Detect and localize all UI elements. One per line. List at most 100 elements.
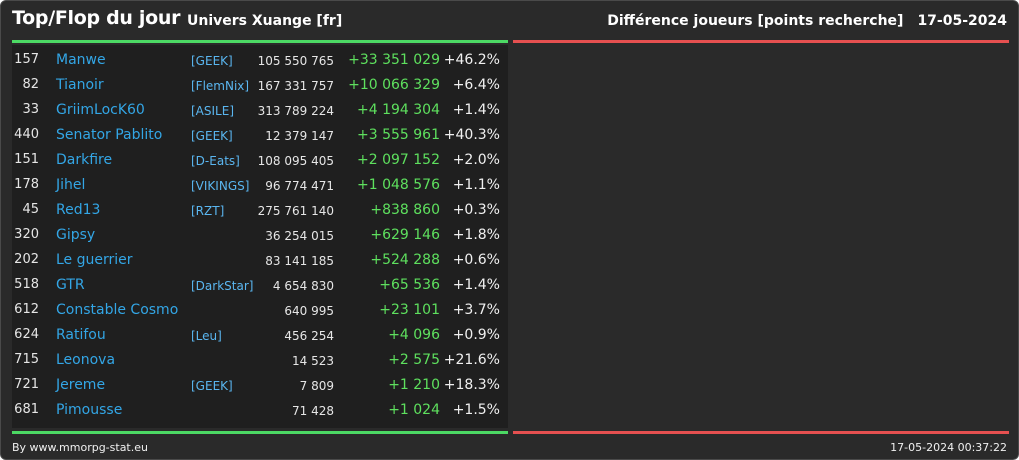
page-title: Top/Flop du jour — [12, 7, 181, 29]
points-diff: +1 048 576 — [357, 177, 440, 193]
rank: 612 — [14, 302, 39, 317]
points: 105 550 765 — [257, 54, 334, 68]
table-row: 151 Darkfire [D-Eats] 108 095 405 +2 097… — [12, 148, 508, 173]
points: 167 331 757 — [257, 79, 334, 93]
points-diff: +629 146 — [370, 227, 440, 243]
flop-players-panel — [513, 45, 1009, 428]
player-name: Gipsy — [56, 227, 96, 243]
player-name: Tianoir — [56, 77, 104, 93]
universe-label: Univers Xuange [fr] — [187, 13, 343, 29]
alliance-tag: [GEEK] — [191, 54, 233, 68]
player-name: Jihel — [56, 177, 86, 193]
alliance-tag: [D-Eats] — [191, 154, 240, 168]
player-name: Manwe — [56, 52, 106, 68]
rank: 202 — [14, 252, 39, 267]
percent-change: +6.4% — [452, 77, 500, 93]
percent-change: +3.7% — [452, 302, 500, 318]
points-diff: +33 351 029 — [348, 52, 440, 68]
player-name: Darkfire — [56, 152, 113, 168]
percent-change: +0.3% — [452, 202, 500, 218]
top-divider-green — [12, 40, 508, 43]
alliance-tag: [GEEK] — [191, 379, 233, 393]
points-diff: +1 024 — [388, 402, 440, 418]
table-row: 518 GTR [DarkStar] 4 654 830 +65 536 +1.… — [12, 273, 508, 298]
points-diff: +524 288 — [370, 252, 440, 268]
top-divider-red — [513, 40, 1009, 43]
points: 313 789 224 — [257, 104, 334, 118]
generated-timestamp: 17-05-2024 00:37:22 — [890, 441, 1007, 454]
points: 71 428 — [292, 404, 334, 418]
points-diff: +65 536 — [379, 277, 440, 293]
points: 14 523 — [292, 354, 334, 368]
points-diff: +4 194 304 — [357, 102, 440, 118]
player-name: GriimLocK60 — [56, 102, 145, 118]
rank: 320 — [14, 227, 39, 242]
rank: 721 — [14, 377, 39, 392]
bottom-divider-green — [12, 431, 508, 434]
alliance-tag: [GEEK] — [191, 129, 233, 143]
points-diff: +10 066 329 — [348, 77, 440, 93]
percent-change: +1.1% — [452, 177, 500, 193]
rank: 681 — [14, 402, 39, 417]
table-row: 320 Gipsy 36 254 015 +629 146 +1.8% — [12, 223, 508, 248]
rank: 440 — [14, 127, 39, 142]
player-name: Ratifou — [56, 327, 106, 343]
percent-change: +46.2% — [443, 52, 500, 68]
player-name: Red13 — [56, 202, 101, 218]
percent-change: +0.6% — [452, 252, 500, 268]
alliance-tag: [ASILE] — [191, 104, 234, 118]
percent-change: +40.3% — [443, 127, 500, 143]
rank: 151 — [14, 152, 39, 167]
alliance-tag: [Leu] — [191, 329, 222, 343]
player-name: Le guerrier — [56, 252, 133, 268]
rank: 624 — [14, 327, 39, 342]
credit-text: By www.mmorpg-stat.eu — [12, 441, 148, 454]
player-name: Constable Cosmo — [56, 302, 179, 318]
percent-change: +1.5% — [452, 402, 500, 418]
table-row: 715 Leonova 14 523 +2 575 +21.6% — [12, 348, 508, 373]
percent-change: +1.8% — [452, 227, 500, 243]
points-diff: +2 097 152 — [357, 152, 440, 168]
points: 640 995 — [284, 304, 334, 318]
player-name: Jereme — [56, 377, 106, 393]
bottom-divider-red — [513, 431, 1009, 434]
points-diff: +23 101 — [379, 302, 440, 318]
table-row: 612 Constable Cosmo 640 995 +23 101 +3.7… — [12, 298, 508, 323]
points-diff: +2 575 — [388, 352, 440, 368]
player-name: Senator Pablito — [56, 127, 163, 143]
points-diff: +4 096 — [388, 327, 440, 343]
points: 4 654 830 — [272, 279, 334, 293]
rank: 33 — [22, 102, 39, 117]
table-row: 82 Tianoir [FlemNix] 167 331 757 +10 066… — [12, 73, 508, 98]
percent-change: +1.4% — [452, 102, 500, 118]
player-name: GTR — [56, 277, 85, 293]
table-row: 721 Jereme [GEEK] 7 809 +1 210 +18.3% — [12, 373, 508, 398]
points-diff: +3 555 961 — [357, 127, 440, 143]
points-diff: +838 860 — [370, 202, 440, 218]
table-row: 202 Le guerrier 83 141 185 +524 288 +0.6… — [12, 248, 508, 273]
percent-change: +2.0% — [452, 152, 500, 168]
percent-change: +18.3% — [443, 377, 500, 393]
points: 12 379 147 — [265, 129, 334, 143]
rank: 715 — [14, 352, 39, 367]
table-row: 45 Red13 [RZT] 275 761 140 +838 860 +0.3… — [12, 198, 508, 223]
points: 36 254 015 — [265, 229, 334, 243]
percent-change: +21.6% — [443, 352, 500, 368]
alliance-tag: [RZT] — [191, 204, 225, 218]
rank: 157 — [14, 52, 39, 67]
points: 96 774 471 — [265, 179, 334, 193]
player-name: Pimousse — [56, 402, 123, 418]
header-date: 17-05-2024 — [917, 13, 1007, 29]
points: 456 254 — [284, 329, 334, 343]
points: 83 141 185 — [265, 254, 334, 268]
points-diff: +1 210 — [388, 377, 440, 393]
table-row: 440 Senator Pablito [GEEK] 12 379 147 +3… — [12, 123, 508, 148]
rank: 45 — [22, 202, 39, 217]
table-row: 33 GriimLocK60 [ASILE] 313 789 224 +4 19… — [12, 98, 508, 123]
top-players-panel: 157 Manwe [GEEK] 105 550 765 +33 351 029… — [12, 45, 508, 428]
points: 275 761 140 — [257, 204, 334, 218]
table-row: 681 Pimousse 71 428 +1 024 +1.5% — [12, 398, 508, 423]
percent-change: +0.9% — [452, 327, 500, 343]
alliance-tag: [DarkStar] — [191, 279, 254, 293]
points: 108 095 405 — [257, 154, 334, 168]
